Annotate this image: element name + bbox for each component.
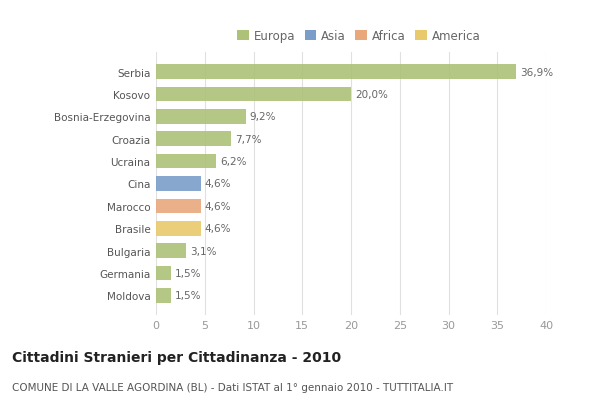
Bar	[156, 88, 351, 102]
Text: 4,6%: 4,6%	[205, 224, 231, 234]
Bar	[156, 266, 170, 281]
Bar	[156, 110, 246, 124]
Text: COMUNE DI LA VALLE AGORDINA (BL) - Dati ISTAT al 1° gennaio 2010 - TUTTITALIA.IT: COMUNE DI LA VALLE AGORDINA (BL) - Dati …	[12, 382, 453, 392]
Bar	[156, 65, 516, 80]
Text: 4,6%: 4,6%	[205, 179, 231, 189]
Bar	[156, 177, 201, 191]
Text: 6,2%: 6,2%	[220, 157, 247, 167]
Bar	[156, 222, 201, 236]
Bar	[156, 132, 231, 146]
Text: 20,0%: 20,0%	[355, 90, 388, 100]
Text: 1,5%: 1,5%	[175, 291, 201, 301]
Legend: Europa, Asia, Africa, America: Europa, Asia, Africa, America	[237, 30, 481, 43]
Text: 9,2%: 9,2%	[250, 112, 276, 122]
Bar	[156, 244, 186, 258]
Text: 36,9%: 36,9%	[520, 67, 553, 77]
Text: 3,1%: 3,1%	[190, 246, 217, 256]
Text: 7,7%: 7,7%	[235, 135, 262, 144]
Bar	[156, 155, 217, 169]
Bar	[156, 199, 201, 213]
Bar	[156, 288, 170, 303]
Text: Cittadini Stranieri per Cittadinanza - 2010: Cittadini Stranieri per Cittadinanza - 2…	[12, 350, 341, 364]
Text: 1,5%: 1,5%	[175, 268, 201, 279]
Text: 4,6%: 4,6%	[205, 201, 231, 211]
